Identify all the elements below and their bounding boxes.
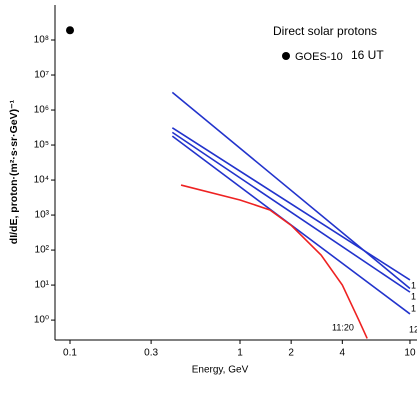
annotation: 1 [411,291,416,301]
annotation: 1 [411,280,416,290]
x-tick-label: 10 [404,348,416,359]
annotation: 1 [411,303,416,313]
legend-marker [282,52,290,60]
y-tick-label: 10² [35,245,50,256]
legend-title: Direct solar protons [273,24,377,38]
goes-point [66,26,75,35]
annotation: 12 [409,324,417,334]
plot-area [66,26,411,339]
x-tick-label: 2 [288,348,294,359]
x-tick-label: 0.1 [63,348,77,359]
series-line [171,131,411,293]
y-tick-label: 10⁸ [34,35,49,46]
y-tick-label: 10⁶ [34,105,49,116]
series-line [171,127,411,281]
series-line [180,184,368,339]
y-tick-label: 10³ [35,210,50,221]
y-tick-label: 10¹ [35,280,50,291]
x-axis-label: Energy, GeV [192,365,249,376]
y-tick-label: 10⁵ [34,140,49,151]
y-tick-label: 10⁴ [34,175,49,186]
annotation: 11:20 [332,322,354,332]
x-tick-label: 1 [237,348,243,359]
y-axis-label: dI/dE, proton·(m²·s·sr·GeV)⁻¹ [8,99,20,244]
y-tick-label: 10⁰ [34,315,49,326]
series-line [171,91,411,290]
y-tick-label: 10⁷ [34,70,49,81]
x-tick-label: 4 [340,348,346,359]
legend-note: 16 UT [351,48,384,62]
legend-label: GOES-10 [295,51,343,63]
x-tick-label: 0.3 [144,348,158,359]
